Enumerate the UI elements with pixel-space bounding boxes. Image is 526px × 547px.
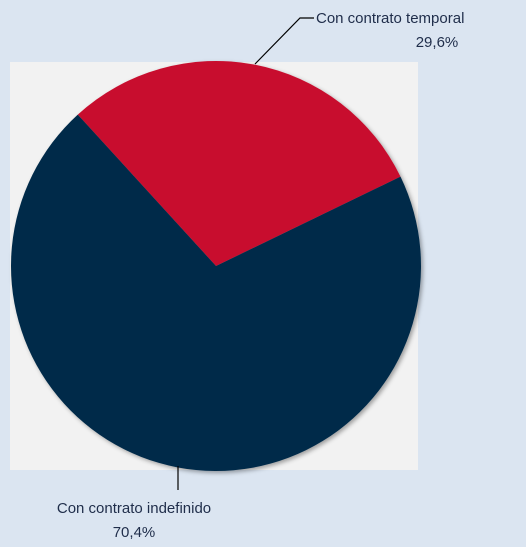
pie-slice xyxy=(11,114,422,472)
slice-value-label: 70,4% xyxy=(113,524,156,541)
slice-value-label: 29,6% xyxy=(416,34,459,51)
pie xyxy=(11,60,422,472)
leader-line xyxy=(254,17,314,65)
slice-label: Con contrato indefinido xyxy=(57,500,211,517)
pie-slice xyxy=(77,60,401,267)
slice-label: Con contrato temporal xyxy=(316,10,464,27)
